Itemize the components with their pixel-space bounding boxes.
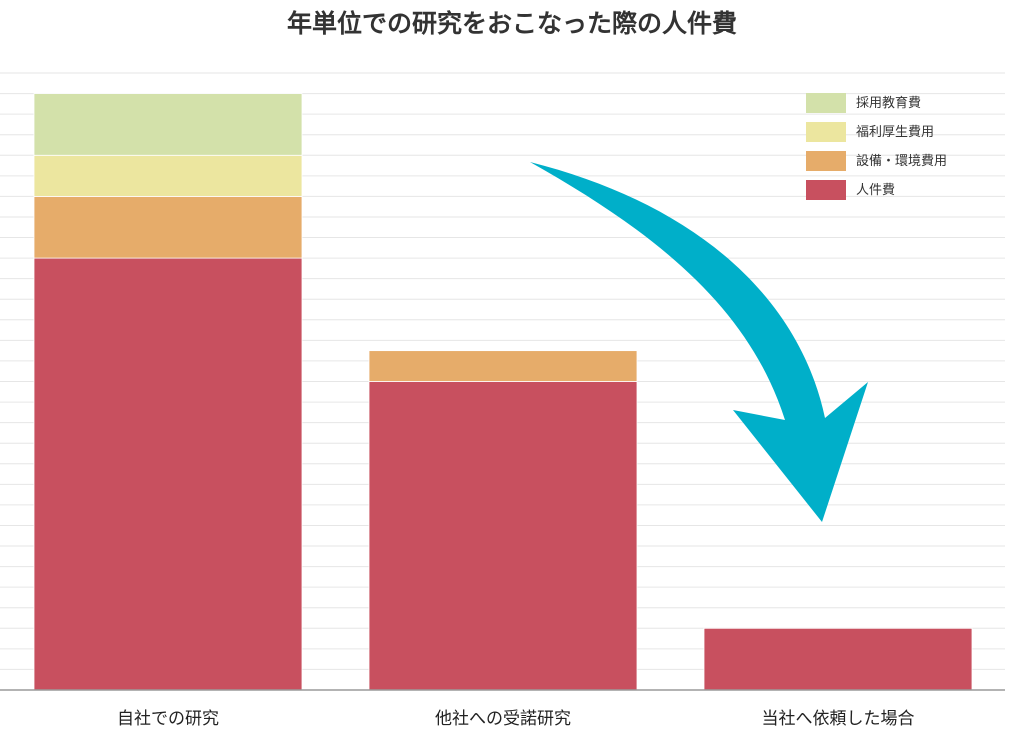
x-tick-label: 自社での研究 bbox=[117, 709, 219, 729]
legend-label: 採用教育費 bbox=[856, 95, 921, 111]
x-tick-label: 他社への受諾研究 bbox=[435, 709, 571, 729]
bars bbox=[33, 93, 973, 691]
bar-segment bbox=[368, 350, 638, 382]
legend-label: 福利厚生費用 bbox=[856, 125, 934, 140]
legend-swatch bbox=[806, 180, 846, 200]
legend-swatch bbox=[806, 93, 846, 113]
x-tick-labels: 自社での研究 他社への受諾研究 当社へ依頼した場合 bbox=[117, 709, 915, 729]
bar-segment bbox=[33, 257, 303, 691]
bar-segment bbox=[703, 627, 973, 691]
bar-segment bbox=[368, 381, 638, 691]
bar-segment bbox=[33, 195, 303, 259]
annotation-arrow bbox=[530, 162, 868, 522]
bar-segment bbox=[33, 154, 303, 197]
bar-segment bbox=[33, 93, 303, 156]
x-tick-label: 当社へ依頼した場合 bbox=[762, 709, 915, 729]
chart-title: 年単位での研究をおこなった際の人件費 bbox=[287, 9, 737, 38]
legend-label: 設備・環境費用 bbox=[856, 153, 947, 169]
legend-swatch bbox=[806, 122, 846, 142]
legend-label: 人件費 bbox=[856, 183, 895, 198]
legend-swatch bbox=[806, 151, 846, 171]
